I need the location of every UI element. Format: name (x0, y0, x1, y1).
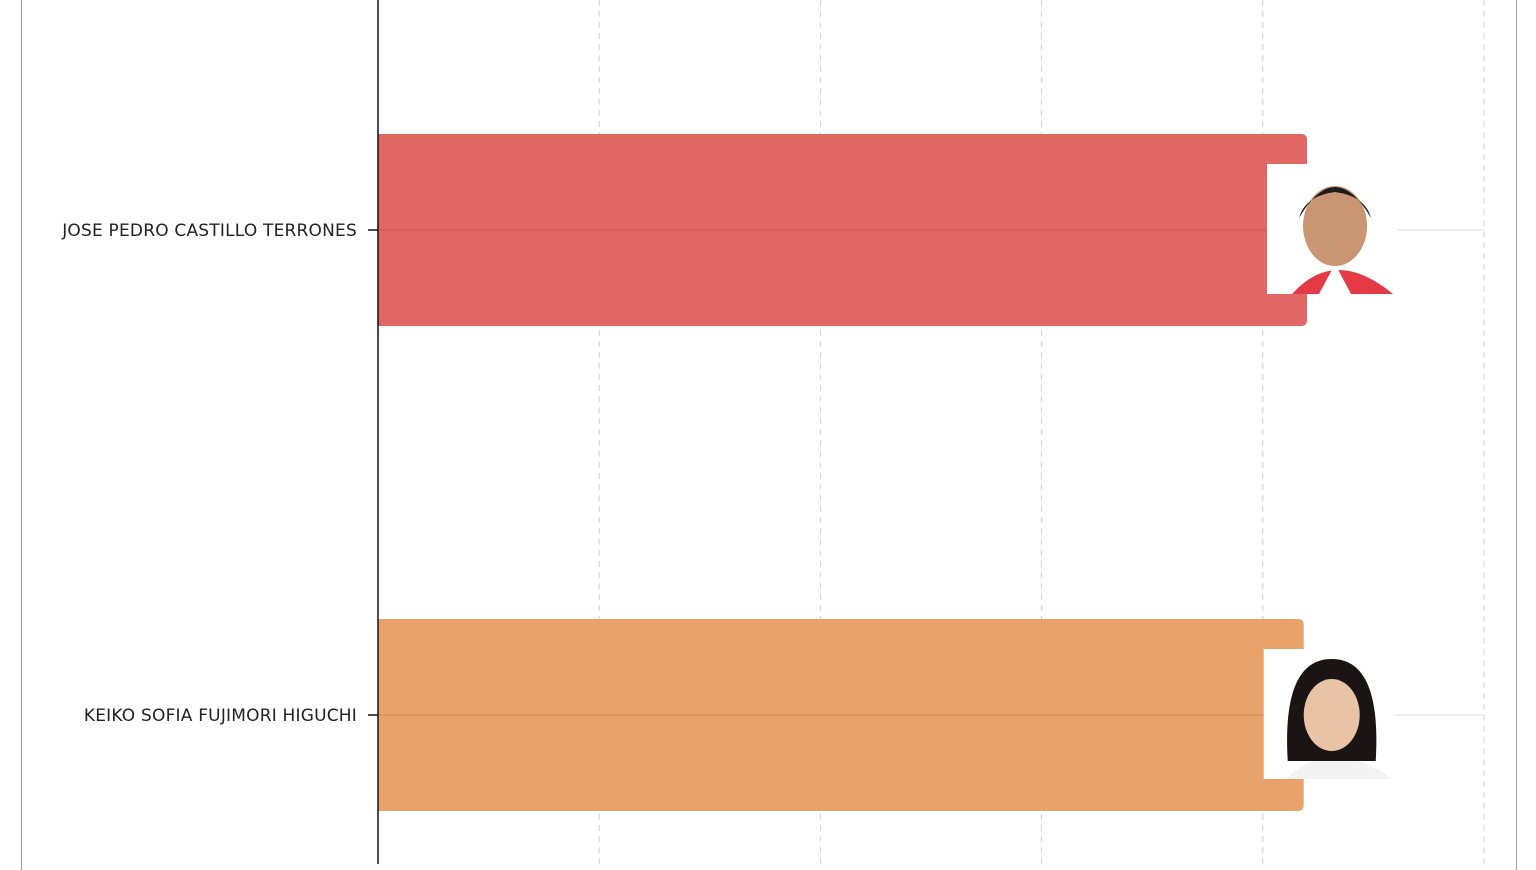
candidate-photo-icon (1263, 649, 1394, 779)
category-ticks: JOSE PEDRO CASTILLO TERRONES KEIKO SOFIA … (61, 221, 378, 726)
candidate-photo-icon (1267, 164, 1398, 294)
category-label-1: JOSE PEDRO CASTILLO TERRONES (61, 221, 357, 241)
chart-frame (21, 0, 1517, 870)
bar-2 (378, 619, 1304, 811)
bars (378, 134, 1484, 811)
bar-1 (378, 134, 1308, 326)
category-label-2: KEIKO SOFIA FUJIMORI HIGUCHI (84, 706, 357, 726)
